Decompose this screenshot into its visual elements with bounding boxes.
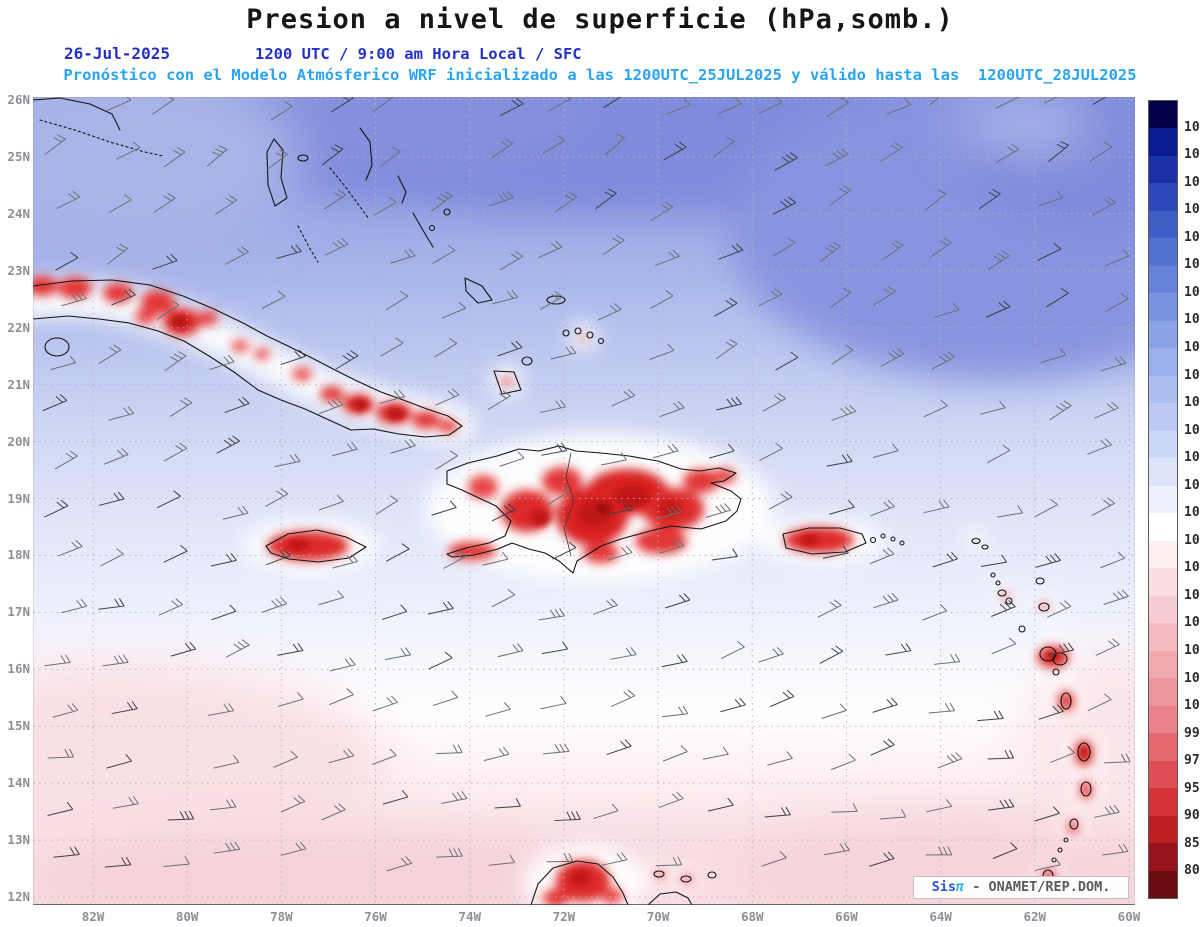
colorbar-level-label: 1017: [1184, 395, 1200, 411]
lat-tick-label: 24N: [7, 205, 30, 221]
valid-time-local: 1200 UTC / 9:00 am Hora Local / SFC: [255, 45, 582, 63]
colorbar-segment: [1149, 513, 1177, 541]
lat-tick-label: 23N: [7, 262, 30, 278]
colorbar-level-label: 1019: [1184, 339, 1200, 355]
colorbar-level-label: 1014: [1184, 477, 1200, 493]
forecast-description: Pronóstico con el Modelo Atmósferico WRF…: [63, 66, 1137, 84]
colorbar-level-label: 1028: [1184, 229, 1200, 245]
colorbar-level-label: 850: [1184, 835, 1200, 851]
lon-tick-label: 74W: [458, 909, 481, 924]
colorbar-level-label: 970: [1184, 753, 1200, 769]
colorbar-segment: [1149, 815, 1177, 844]
colorbar: [1148, 100, 1178, 899]
lat-tick-label: 22N: [7, 319, 30, 335]
colorbar-segment: [1149, 568, 1177, 596]
colorbar-segment: [1149, 183, 1177, 211]
colorbar-level-label: 1008: [1184, 587, 1200, 603]
onamet-credit: - ONAMET/REP.DOM.: [964, 879, 1111, 895]
axis-ticks: [93, 905, 1129, 910]
colorbar-level-label: 1030: [1184, 202, 1200, 218]
colorbar-level-label: 990: [1184, 725, 1200, 741]
colorbar-segment: [1149, 595, 1177, 624]
lon-tick-label: 82W: [81, 909, 105, 924]
colorbar-level-label: 950: [1184, 780, 1200, 796]
colorbar-segment: [1149, 210, 1177, 239]
colorbar-segment: [1149, 320, 1177, 349]
lat-tick-label: 20N: [7, 433, 30, 449]
pi-symbol: π: [955, 879, 965, 895]
colorbar-level-label: 1022: [1184, 284, 1200, 300]
lat-tick-label: 14N: [7, 775, 30, 791]
colorbar-level-label: 1015: [1184, 450, 1200, 466]
colorbar-segment: [1149, 650, 1177, 679]
colorbar-level-label: 1050: [1184, 119, 1200, 135]
colorbar-segment: [1149, 678, 1177, 706]
wind-barbs-layer: [42, 97, 1131, 872]
page-title: Presion a nivel de superficie (hPa,somb.…: [246, 4, 954, 35]
pressure-shading-layer: [33, 97, 1135, 905]
colorbar-level-label: 1004: [1184, 643, 1200, 659]
lon-tick-label: 78W: [270, 909, 293, 924]
colorbar-level-label: 1000: [1184, 698, 1200, 714]
colorbar-segment: [1149, 705, 1177, 734]
colorbar-level-label: 1018: [1184, 367, 1200, 383]
colorbar-level-label: 1012: [1184, 532, 1200, 548]
colorbar-level-label: 1016: [1184, 422, 1200, 438]
lon-tick-label: 68W: [740, 909, 764, 924]
colorbar-level-label: 900: [1184, 808, 1200, 824]
colorbar-segment: [1149, 430, 1177, 459]
colorbar-segment: [1149, 293, 1177, 321]
colorbar-segment: [1149, 458, 1177, 486]
colorbar-segment: [1149, 540, 1177, 569]
watermark: Sisπ - ONAMET/REP.DOM.: [913, 876, 1129, 899]
colorbar-segment: [1149, 623, 1177, 651]
colorbar-segment: [1149, 760, 1177, 789]
colorbar-segment: [1149, 485, 1177, 514]
run-date: 26-Jul-2025: [64, 44, 170, 63]
lat-tick-label: 26N: [7, 92, 30, 107]
colorbar-segment: [1149, 788, 1177, 816]
colorbar-level-label: 1025: [1184, 257, 1200, 273]
lon-tick-label: 76W: [364, 909, 387, 924]
lon-tick-label: 60W: [1117, 909, 1141, 924]
colorbar-segment: [1149, 238, 1177, 266]
colorbar-level-label: 1002: [1184, 670, 1200, 686]
colorbar-level-label: 1040: [1184, 147, 1200, 163]
colorbar-segment: [1149, 128, 1177, 156]
lat-tick-label: 18N: [7, 547, 30, 563]
lat-tick-label: 25N: [7, 148, 30, 164]
lon-tick-label: 72W: [552, 909, 576, 924]
lat-tick-label: 15N: [7, 718, 30, 734]
lon-tick-label: 80W: [175, 909, 199, 924]
lat-tick-label: 21N: [7, 376, 30, 392]
colorbar-segment: [1149, 155, 1177, 184]
lat-tick-label: 17N: [7, 604, 30, 620]
colorbar-segment: [1149, 403, 1177, 431]
lat-tick-label: 13N: [7, 832, 30, 848]
colorbar-segment: [1149, 733, 1177, 761]
colorbar-segment: [1149, 843, 1177, 871]
colorbar-segment: [1149, 870, 1177, 899]
lon-tick-label: 70W: [646, 909, 670, 924]
lat-tick-label: 16N: [7, 661, 30, 677]
lon-tick-label: 66W: [835, 909, 858, 924]
sis-logo: Sis: [931, 879, 956, 895]
colorbar-segment: [1149, 101, 1177, 129]
colorbar-level-label: 1006: [1184, 615, 1200, 631]
colorbar-segment: [1149, 375, 1177, 404]
lat-tick-label: 19N: [7, 490, 30, 506]
lat-tick-label: 12N: [7, 889, 30, 905]
colorbar-segment: [1149, 348, 1177, 376]
colorbar-segment: [1149, 265, 1177, 294]
lon-tick-label: 62W: [1023, 909, 1047, 924]
lon-tick-label: 64W: [929, 909, 952, 924]
colorbar-level-label: 1035: [1184, 174, 1200, 190]
colorbar-level-label: 800: [1184, 863, 1200, 879]
colorbar-level-label: 1020: [1184, 312, 1200, 328]
colorbar-level-label: 1013: [1184, 505, 1200, 521]
